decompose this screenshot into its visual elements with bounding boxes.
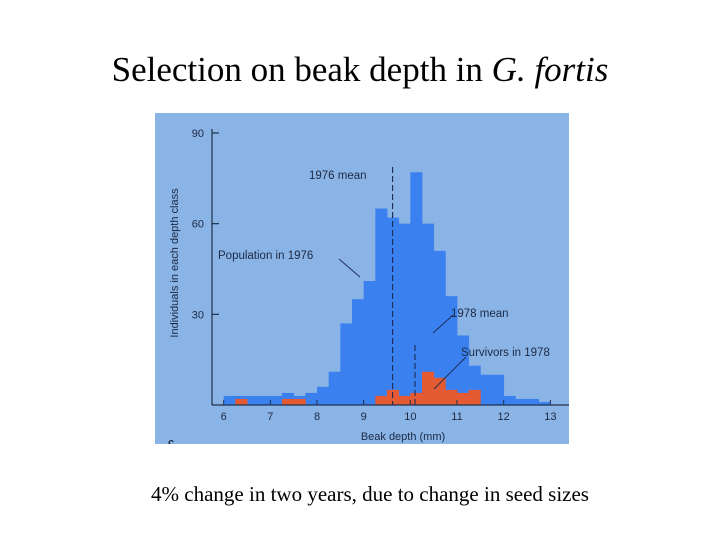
population-bar [375, 208, 388, 405]
x-tick-label: 12 [498, 411, 510, 423]
population-bar [398, 223, 411, 405]
survivor-bar [282, 398, 295, 405]
population-bars [223, 172, 551, 405]
x-tick-label: 10 [404, 411, 416, 423]
title-species: G. fortis [491, 50, 609, 89]
population-bar [410, 172, 423, 405]
slide-caption: 4% change in two years, due to change in… [151, 482, 589, 506]
population-bar [317, 386, 330, 405]
population-bar [515, 398, 528, 405]
survivor-bar [410, 392, 423, 405]
population-bar [433, 250, 446, 405]
survivor-bar [375, 395, 388, 405]
population-bar [492, 374, 505, 405]
population-bar [340, 323, 353, 405]
beak-depth-histogram: 30 60 90 6 7 8 9 10 11 12 13 Beak depth (mm) Individ… [155, 113, 569, 449]
survivor-bar [433, 377, 446, 405]
slide-title: Selection on beak depth in G. fortis [0, 50, 720, 90]
histogram-figure: 30 60 90 6 7 8 9 10 11 12 13 Beak depth (mm) Individ… [155, 113, 569, 449]
survivor-bar [457, 392, 470, 405]
label-1978-mean: 1978 mean [451, 308, 509, 320]
label-survivors-1978: Survivors in 1978 [461, 347, 550, 359]
survivor-bar [422, 371, 435, 405]
panel-letter: c [168, 437, 174, 444]
population-bar [503, 395, 516, 405]
y-tick-label: 60 [192, 219, 204, 231]
x-tick-label: 6 [221, 411, 227, 423]
title-main: Selection on beak depth in [111, 50, 492, 89]
leader-population [338, 258, 361, 278]
population-bar [538, 401, 551, 405]
population-bar [270, 395, 283, 405]
survivor-bar [468, 389, 481, 405]
population-bar [223, 395, 236, 405]
y-tick-label: 90 [192, 128, 204, 140]
population-bar [457, 335, 470, 405]
population-bar [422, 223, 435, 405]
population-bar [445, 296, 458, 405]
x-axis-label: Beak depth (mm) [361, 431, 445, 443]
y-tick-label: 30 [192, 309, 204, 321]
population-bar [247, 395, 260, 405]
population-bar [328, 371, 341, 405]
leader-1978-mean [432, 314, 454, 334]
population-bar [258, 395, 271, 405]
x-tick-label: 11 [451, 411, 462, 423]
survivor-bar [445, 389, 458, 405]
population-bar [352, 299, 365, 405]
population-bar [363, 281, 376, 405]
leader-survivors [433, 356, 467, 390]
label-1976-mean: 1976 mean [309, 170, 367, 182]
population-bar [305, 392, 318, 405]
x-tick-label: 8 [314, 411, 320, 423]
x-tick-label: 9 [361, 411, 367, 423]
label-population-1976: Population in 1976 [218, 250, 313, 262]
survivor-bar [293, 398, 306, 405]
survivor-bar [398, 395, 411, 405]
x-tick-label: 13 [544, 411, 556, 423]
x-tick-label: 7 [267, 411, 273, 423]
axes: 30 60 90 6 7 8 9 10 11 12 13 Beak depth (mm) Individ… [168, 128, 569, 449]
annotations: 1976 mean 1978 mean Population in 1976 Surv… [218, 167, 550, 405]
population-bar [527, 398, 540, 405]
population-bar [480, 374, 493, 405]
y-axis-label: Individuals in each depth class [169, 188, 181, 338]
survivor-bar [235, 398, 248, 405]
